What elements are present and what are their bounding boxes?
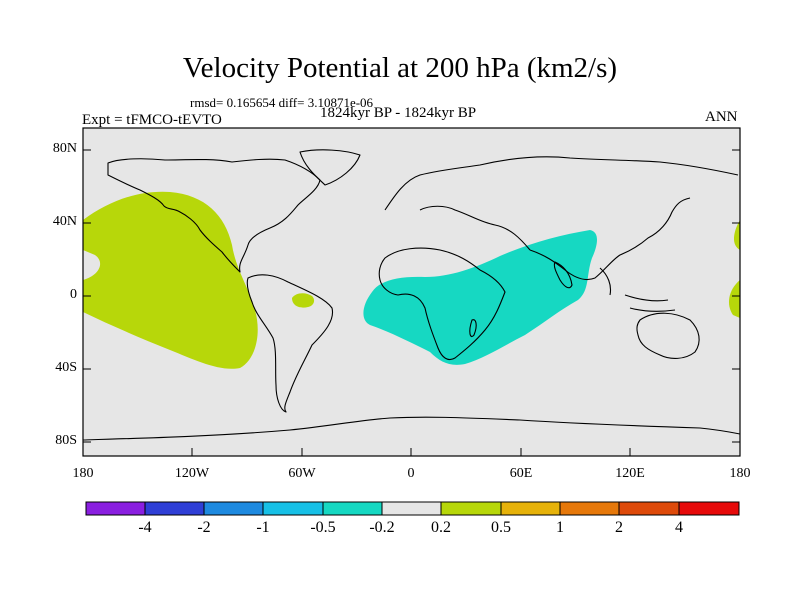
lat-tick-label: 40N (52, 214, 77, 229)
colorbar-box-8 (500, 501, 561, 516)
colorbar-label: 1 (556, 519, 564, 536)
negative-anomaly-regions (363, 230, 597, 365)
colorbar-box-5 (322, 501, 383, 516)
colorbar-box-3 (203, 501, 264, 516)
period-label: 1824kyr BP - 1824kyr BP (320, 105, 477, 121)
colorbar-box-9 (559, 501, 620, 516)
greenland-coast (299, 149, 361, 186)
colorbar-label: 4 (675, 519, 683, 536)
colorbar (85, 501, 740, 516)
australia-coast (636, 312, 700, 359)
southeast-asia-coast (599, 267, 676, 312)
lon-tick-label: 120E (615, 466, 645, 481)
lon-tick-label: 180 (729, 466, 751, 481)
lat-tick-label: 80S (55, 433, 77, 448)
lat-tick-label: 0 (70, 287, 77, 302)
colorbar-box-11 (678, 501, 740, 516)
lat-tick-label: 80N (52, 141, 77, 156)
colorbar-box-2 (144, 501, 205, 516)
colorbar-label: -0.5 (310, 519, 336, 536)
amazon-positive-blob (292, 293, 315, 308)
positive-anomaly-regions (83, 191, 740, 369)
south-america-coast (246, 274, 334, 413)
africa-coast (378, 247, 506, 361)
lon-tick-label: 180 (72, 466, 94, 481)
madagascar-coast (469, 319, 477, 338)
season-label: ANN (705, 109, 738, 125)
colorbar-label: -1 (256, 519, 270, 536)
colorbar-label: 2 (615, 519, 623, 536)
pacific-east-positive-edge (728, 280, 740, 318)
lon-tick-label: 60W (288, 466, 316, 481)
coastlines (82, 149, 741, 441)
colorbar-label: 0.2 (431, 519, 451, 536)
plot-title: Velocity Potential at 200 hPa (km2/s) (182, 52, 618, 84)
africa-indian-negative-region (363, 230, 597, 365)
axis-ticks (82, 149, 741, 456)
colorbar-box-6 (381, 501, 442, 516)
colorbar-box-7 (440, 501, 502, 516)
antarctica-coast (82, 416, 741, 441)
colorbar-label: -4 (138, 519, 152, 536)
colorbar-box-4 (262, 501, 324, 516)
experiment-label: Expt = tFMCO-tEVTO (82, 112, 222, 128)
lon-tick-label: 60E (509, 466, 533, 481)
lat-tick-label: 40S (55, 360, 77, 375)
colorbar-label: 0.5 (491, 519, 511, 536)
colorbar-label: -0.2 (369, 519, 395, 536)
lon-tick-label: 0 (407, 466, 415, 481)
lon-tick-label: 120W (174, 466, 210, 481)
europe-asia-coast (384, 156, 739, 281)
colorbar-box-1 (85, 501, 146, 516)
india-coast (553, 261, 573, 289)
pacific-positive-region (83, 191, 258, 369)
indonesia-east-positive-edge (733, 220, 740, 250)
north-america-coast (107, 158, 321, 273)
colorbar-box-10 (618, 501, 680, 516)
colorbar-label: -2 (197, 519, 211, 536)
stats-label: rmsd= 0.165654 diff= 3.10871e-06 (190, 95, 374, 110)
